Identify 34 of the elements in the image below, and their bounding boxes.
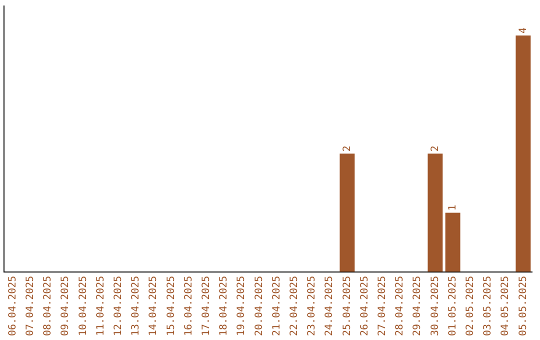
x-tick-label: 22.04.2025 (288, 276, 300, 336)
x-tick-label: 24.04.2025 (324, 276, 336, 336)
x-tick-label: 21.04.2025 (271, 276, 282, 336)
x-tick-label: 26.04.2025 (359, 276, 370, 336)
x-tick-label: 23.04.2025 (306, 276, 318, 336)
x-tick-label: 12.04.2025 (112, 276, 124, 336)
x-tick-label: 25.04.2025 (342, 276, 353, 336)
x-tick-label: 20.04.2025 (254, 276, 265, 336)
x-tick-label: 30.04.2025 (430, 276, 441, 336)
x-tick-label: 17.04.2025 (200, 276, 212, 336)
x-tick-label: 27.04.2025 (376, 276, 388, 336)
x-tick-label: 19.04.2025 (236, 276, 248, 336)
x-tick-label: 11.04.2025 (95, 276, 106, 336)
data-label: 4 (518, 28, 529, 34)
x-tick-label: 14.04.2025 (148, 276, 160, 336)
x-tick-label: 28.04.2025 (394, 276, 406, 336)
x-tick-label: 08.04.2025 (42, 276, 54, 336)
x-tick-label: 03.05.2025 (482, 276, 494, 336)
x-tick-label: 02.05.2025 (464, 276, 476, 336)
x-tick-label: 15.04.2025 (166, 276, 177, 336)
x-tick-label: 07.04.2025 (24, 276, 36, 336)
x-tick-label: 06.04.2025 (7, 276, 18, 336)
data-label: 2 (342, 146, 353, 152)
data-label: 2 (430, 146, 441, 152)
x-tick-label: 18.04.2025 (218, 276, 230, 336)
x-tick-label: 05.05.2025 (518, 276, 529, 336)
x-tick-label: 13.04.2025 (130, 276, 142, 336)
x-tick-label: 16.04.2025 (183, 276, 194, 336)
x-tick-label: 01.05.2025 (447, 276, 458, 336)
x-tick-label: 29.04.2025 (412, 276, 424, 336)
x-tick-label: 10.04.2025 (78, 276, 89, 336)
data-label: 1 (447, 204, 458, 211)
x-tick-label: 09.04.2025 (60, 276, 72, 336)
x-tick-label: 04.05.2025 (500, 276, 512, 336)
